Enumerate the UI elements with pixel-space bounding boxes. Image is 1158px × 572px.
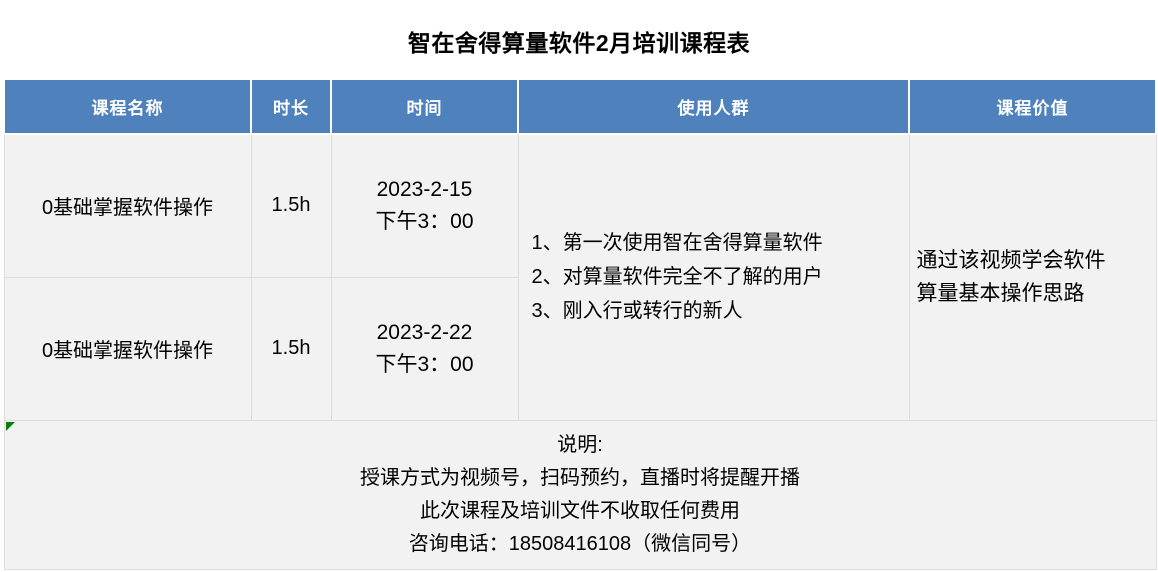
note-row: 说明: 授课方式为视频号，扫码预约，直播时将提醒开播 此次课程及培训文件不收取任… xyxy=(3,419,1157,570)
note-line-phone: 咨询电话：18508416108（微信同号） xyxy=(408,533,752,555)
page-title: 智在舍得算量软件2月培训课程表 xyxy=(407,30,751,56)
header-course-value: 课程价值 xyxy=(908,78,1157,135)
course-schedule-table: 课程名称 时长 时间 使用人群 课程价值 0基础掌握软件操作 1.5h 2023… xyxy=(3,78,1157,570)
session-date: 2023-2-22 xyxy=(376,320,473,344)
audience-line-1: 1、第一次使用智在舍得算量软件 xyxy=(531,232,823,255)
session-hour: 下午3：00 xyxy=(375,209,474,233)
note-line-fee: 此次课程及培训文件不收取任何费用 xyxy=(420,500,740,522)
excel-error-indicator-icon xyxy=(5,421,15,431)
course-value-text: 通过该视频学会软件算量基本操作思路 xyxy=(916,249,1106,306)
header-duration: 时长 xyxy=(250,78,332,135)
audience-list: 1、第一次使用智在舍得算量软件 2、对算量软件完全不了解的用户 3、刚入行或转行… xyxy=(532,226,908,328)
cell-duration: 1.5h xyxy=(250,276,332,421)
cell-course-value: 通过该视频学会软件算量基本操作思路 xyxy=(908,133,1157,421)
header-course-name: 课程名称 xyxy=(3,78,252,135)
audience-line-3: 3、刚入行或转行的新人 xyxy=(531,300,743,323)
cell-session-time: 2023-2-15 下午3：00 xyxy=(330,133,519,278)
cell-session-time: 2023-2-22 下午3：00 xyxy=(330,276,519,421)
cell-target-audience: 1、第一次使用智在舍得算量软件 2、对算量软件完全不了解的用户 3、刚入行或转行… xyxy=(517,133,910,421)
cell-course-name: 0基础掌握软件操作 xyxy=(3,133,252,278)
audience-line-2: 2、对算量软件完全不了解的用户 xyxy=(531,266,823,289)
note-cell: 说明: 授课方式为视频号，扫码预约，直播时将提醒开播 此次课程及培训文件不收取任… xyxy=(3,419,1157,570)
header-target-audience: 使用人群 xyxy=(517,78,910,135)
table-row: 0基础掌握软件操作 1.5h 2023-2-15 下午3：00 1、第一次使用智… xyxy=(3,133,1157,421)
table-row: 0基础掌握软件操作 1.5h 2023-2-22 下午3：00 xyxy=(3,276,1156,421)
cell-course-name: 0基础掌握软件操作 xyxy=(3,276,252,421)
header-time: 时间 xyxy=(330,78,519,135)
session-hour: 下午3：00 xyxy=(375,352,474,376)
note-line-delivery: 授课方式为视频号，扫码预约，直播时将提醒开播 xyxy=(360,467,800,489)
note-line-heading: 说明: xyxy=(557,434,603,456)
cell-duration: 1.5h xyxy=(250,133,332,278)
header-row: 课程名称 时长 时间 使用人群 课程价值 xyxy=(3,78,1157,135)
session-date: 2023-2-15 xyxy=(376,177,473,201)
